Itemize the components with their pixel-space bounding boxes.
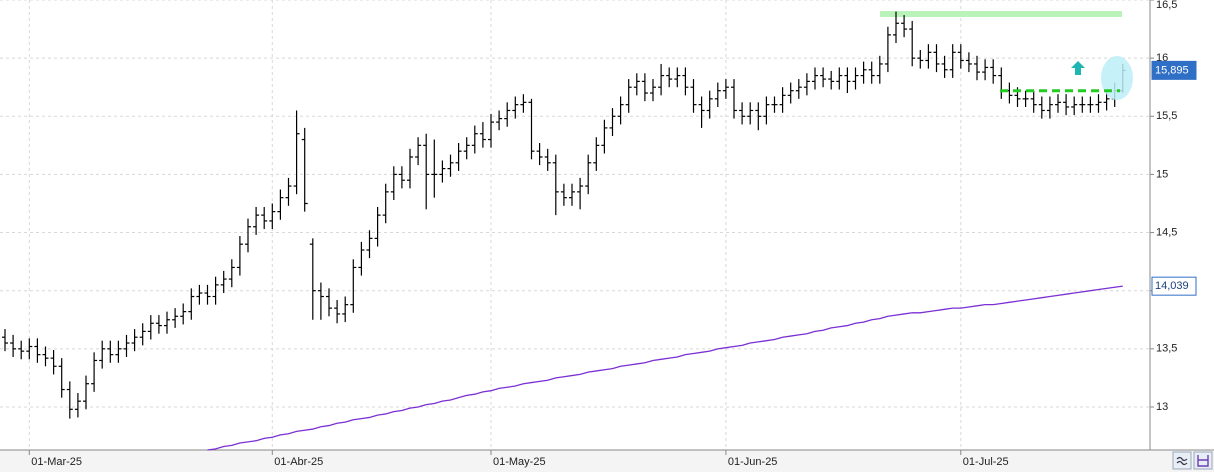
x-tick-label: 01-Jun-25 — [728, 456, 778, 468]
plot-layer: 16,51615,51514,51413,51301-Mar-2501-Abr-… — [0, 0, 1177, 468]
last-value-box — [1151, 276, 1197, 296]
up-arrow — [1071, 61, 1085, 75]
last-value-label: 14,039 — [1155, 280, 1189, 292]
y-tick-label: 14,5 — [1156, 226, 1177, 238]
y-tick-label: 13 — [1156, 401, 1168, 413]
y-tick-label: 15,5 — [1156, 110, 1177, 122]
y-tick-label: 16,5 — [1156, 0, 1177, 11]
x-tick-label: 01-Jul-25 — [963, 456, 1009, 468]
moving-average-line — [207, 285, 1123, 451]
save-icon — [1197, 455, 1209, 467]
last-value-label: 15,895 — [1155, 64, 1189, 76]
last-value-box — [1151, 60, 1197, 80]
y-tick-label: 15 — [1156, 168, 1168, 180]
x-tick-label: 01-Mar-25 — [31, 456, 82, 468]
zoom-icon — [1176, 456, 1188, 466]
y-tick-label: 13,5 — [1156, 343, 1177, 355]
highlight-ellipse — [1101, 56, 1133, 100]
x-tick-label: 01-Abr-25 — [274, 456, 323, 468]
overlay-layer: 15,895 14,039 — [1000, 60, 1197, 296]
x-tick-label: 01-May-25 — [493, 456, 546, 468]
time-axis-panel — [0, 450, 1214, 472]
zoom-button[interactable] — [1172, 451, 1192, 470]
